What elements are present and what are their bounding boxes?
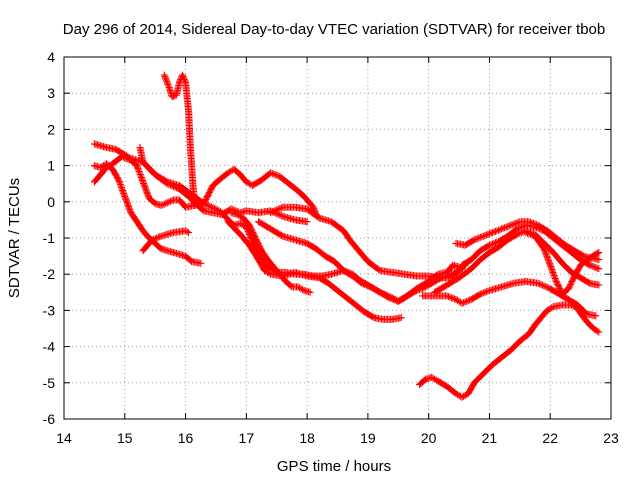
series-markers	[90, 153, 320, 218]
series-track-5	[139, 227, 193, 255]
series-track-1	[160, 71, 199, 209]
x-tick-label: 14	[56, 430, 72, 446]
series-track-16	[522, 229, 603, 298]
series-track-3	[90, 160, 205, 267]
y-tick-label: 0	[47, 194, 55, 210]
series-markers	[255, 218, 469, 305]
y-tick-label: 2	[47, 121, 55, 137]
y-tick-label: -5	[43, 375, 56, 391]
x-tick-label: 16	[178, 430, 194, 446]
series-track-4	[90, 153, 320, 218]
x-tick-label: 19	[360, 430, 376, 446]
x-tick-label: 20	[421, 430, 437, 446]
y-tick-label: 1	[47, 158, 55, 174]
y-tick-label: -3	[43, 302, 56, 318]
series-track-6	[136, 144, 463, 305]
series-track-12	[416, 301, 603, 401]
series-markers	[90, 160, 205, 267]
x-tick-label: 18	[299, 430, 315, 446]
x-tick-label: 17	[239, 430, 255, 446]
y-tick-label: 3	[47, 85, 55, 101]
series-track-8	[224, 218, 405, 323]
series-markers	[416, 301, 603, 401]
chart-title: Day 296 of 2014, Sidereal Day-to-day VTE…	[63, 21, 605, 38]
series-markers	[160, 71, 199, 209]
y-tick-label: 4	[47, 49, 55, 65]
x-tick-label: 21	[482, 430, 498, 446]
y-tick-label: -1	[43, 230, 56, 246]
series-markers	[522, 229, 603, 298]
y-tick-label: -4	[43, 339, 56, 355]
y-axis-label: SDTVAR / TECUs	[6, 178, 23, 298]
data-series	[90, 71, 603, 401]
y-tick-label: -6	[43, 411, 56, 427]
x-axis-label: GPS time / hours	[277, 458, 391, 475]
series-markers	[136, 144, 463, 305]
series-track-10	[255, 218, 469, 305]
x-tick-label: 15	[117, 430, 133, 446]
x-tick-label: 23	[603, 430, 619, 446]
series-markers	[224, 218, 405, 323]
x-tick-label: 22	[542, 430, 558, 446]
y-tick-label: -2	[43, 266, 56, 282]
series-markers	[139, 227, 193, 255]
